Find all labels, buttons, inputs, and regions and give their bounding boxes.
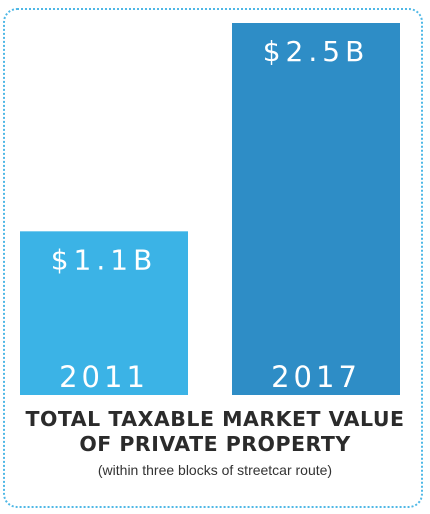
bar-value-label-2017: $2.5B — [263, 35, 370, 68]
chart-title-line-2: OF PRIVATE PROPERTY — [79, 432, 351, 456]
chart-subtitle: (within three blocks of streetcar route) — [97, 462, 333, 478]
bar-category-label-2017: 2017 — [271, 360, 361, 394]
bar-category-label-2011: 2011 — [59, 360, 149, 394]
chart-title-line-1: TOTAL TAXABLE MARKET VALUE — [25, 407, 405, 431]
bar-2011 — [20, 231, 188, 395]
bar-value-label-2011: $1.1B — [51, 243, 158, 276]
bar-2017 — [232, 23, 400, 395]
chart-frame — [3, 8, 423, 508]
